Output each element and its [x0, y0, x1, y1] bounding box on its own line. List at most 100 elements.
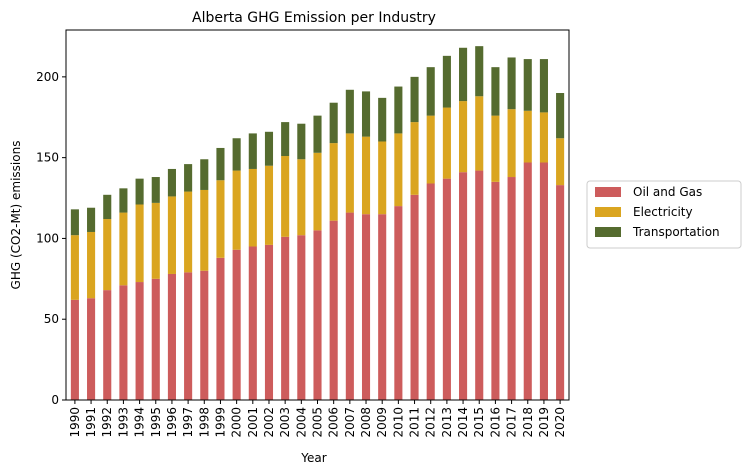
bar-oil-and-gas-1990: [70, 299, 79, 400]
bar-oil-and-gas-2020: [556, 185, 565, 400]
bar-transportation-2011: [410, 76, 419, 123]
bar-transportation-1999: [216, 147, 225, 181]
x-tick-label: 2014: [456, 407, 470, 438]
x-tick-label: 2001: [246, 407, 260, 438]
bar-oil-and-gas-2013: [442, 178, 451, 400]
bar-transportation-1998: [200, 159, 209, 190]
x-tick-label: 2002: [262, 407, 276, 438]
x-tick-label: 2007: [343, 407, 357, 438]
x-tick-label: 2000: [230, 407, 244, 438]
x-tick-label: 2017: [505, 407, 519, 438]
x-tick-label: 2008: [359, 407, 373, 438]
bar-transportation-1990: [70, 209, 79, 236]
bar-oil-and-gas-2019: [539, 162, 548, 400]
y-axis: 0 50 100 150 200: [36, 70, 66, 407]
bar-oil-and-gas-2018: [523, 162, 532, 400]
bar-electricity-2008: [361, 136, 371, 215]
bar-electricity-1994: [135, 204, 144, 283]
bar-oil-and-gas-1993: [119, 285, 128, 400]
bar-transportation-2005: [313, 115, 322, 153]
x-tick-label: 2013: [440, 407, 454, 438]
bar-oil-and-gas-2014: [459, 172, 468, 400]
x-tick-label: 2009: [375, 407, 389, 438]
bar-electricity-1993: [119, 212, 128, 286]
bar-electricity-2013: [442, 107, 451, 179]
x-axis-title: Year: [300, 451, 326, 465]
bar-oil-and-gas-2001: [248, 246, 257, 400]
bar-transportation-1995: [151, 177, 160, 203]
y-tick-label: 0: [51, 393, 59, 407]
x-tick-label: 1997: [181, 407, 195, 438]
bar-electricity-2012: [426, 115, 435, 184]
bar-transportation-2012: [426, 67, 435, 116]
bar-transportation-1997: [184, 164, 193, 192]
bar-electricity-1995: [151, 202, 160, 279]
bar-oil-and-gas-2009: [378, 214, 387, 400]
bar-electricity-2016: [491, 115, 500, 182]
legend-swatch: [595, 207, 621, 217]
x-tick-label: 2006: [327, 407, 341, 438]
bar-transportation-2013: [442, 55, 451, 108]
x-tick-label: 2019: [537, 407, 551, 438]
bar-oil-and-gas-2000: [232, 249, 241, 400]
bar-oil-and-gas-2012: [426, 183, 435, 400]
bar-transportation-2006: [329, 102, 338, 144]
bar-electricity-2005: [313, 152, 322, 231]
bar-transportation-2000: [232, 138, 241, 171]
x-tick-label: 1994: [133, 407, 147, 438]
bar-oil-and-gas-2011: [410, 194, 419, 400]
legend-label: Transportation: [632, 225, 720, 239]
x-tick-label: 1993: [116, 407, 130, 438]
x-tick-label: 1998: [197, 407, 211, 438]
bar-electricity-1998: [200, 189, 209, 271]
x-tick-label: 2004: [294, 407, 308, 438]
bar-electricity-2011: [410, 122, 419, 195]
bar-oil-and-gas-2015: [475, 170, 484, 400]
bar-electricity-2003: [281, 156, 290, 237]
bar-electricity-2002: [264, 165, 274, 245]
bar-electricity-2017: [507, 109, 516, 178]
bar-oil-and-gas-2010: [394, 206, 403, 400]
x-axis: 1990 1991 1992 1993 1994 1995 1996 1997 1998 1999…: [68, 400, 567, 438]
bar-transportation-1993: [119, 188, 128, 213]
y-tick-label: 100: [36, 231, 59, 245]
legend-swatch: [595, 227, 621, 237]
bar-transportation-2003: [281, 122, 290, 157]
bar-oil-and-gas-2005: [313, 230, 322, 400]
bar-transportation-2020: [556, 93, 565, 139]
bar-transportation-2004: [297, 123, 306, 160]
bar-transportation-2010: [394, 86, 403, 134]
bar-oil-and-gas-1995: [151, 278, 160, 400]
x-tick-label: 2005: [311, 407, 325, 438]
y-axis-title: GHG (CO2-Mt) emissions: [9, 141, 23, 290]
bar-electricity-2009: [378, 141, 387, 215]
bar-transportation-2001: [248, 133, 257, 169]
bar-electricity-2004: [297, 159, 306, 236]
y-tick-label: 200: [36, 70, 59, 84]
x-tick-label: 2010: [391, 407, 405, 438]
y-tick-label: 150: [36, 151, 59, 165]
bar-electricity-2000: [232, 170, 241, 250]
bar-electricity-2018: [523, 110, 532, 163]
chart-title: Alberta GHG Emission per Industry: [192, 10, 436, 26]
bar-oil-and-gas-1992: [103, 290, 112, 400]
legend-frame: [586, 180, 742, 249]
bar-oil-and-gas-2017: [507, 177, 516, 400]
bar-oil-and-gas-1996: [167, 273, 176, 400]
bar-transportation-2007: [345, 89, 354, 134]
bar-transportation-2014: [459, 47, 468, 102]
bar-transportation-2017: [507, 57, 516, 110]
x-tick-label: 1990: [68, 407, 82, 438]
bar-electricity-2001: [248, 168, 257, 247]
bar-transportation-2015: [475, 46, 484, 97]
legend-swatch: [595, 187, 621, 197]
bar-transportation-2009: [378, 97, 387, 142]
bar-electricity-1997: [184, 191, 193, 273]
legend-label: Oil and Gas: [633, 185, 702, 199]
bar-transportation-1992: [103, 194, 112, 220]
bar-electricity-2007: [345, 133, 354, 213]
bar-oil-and-gas-1999: [216, 257, 225, 400]
bar-electricity-1990: [70, 235, 79, 300]
bar-electricity-2006: [329, 143, 338, 221]
x-tick-label: 1996: [165, 407, 179, 438]
